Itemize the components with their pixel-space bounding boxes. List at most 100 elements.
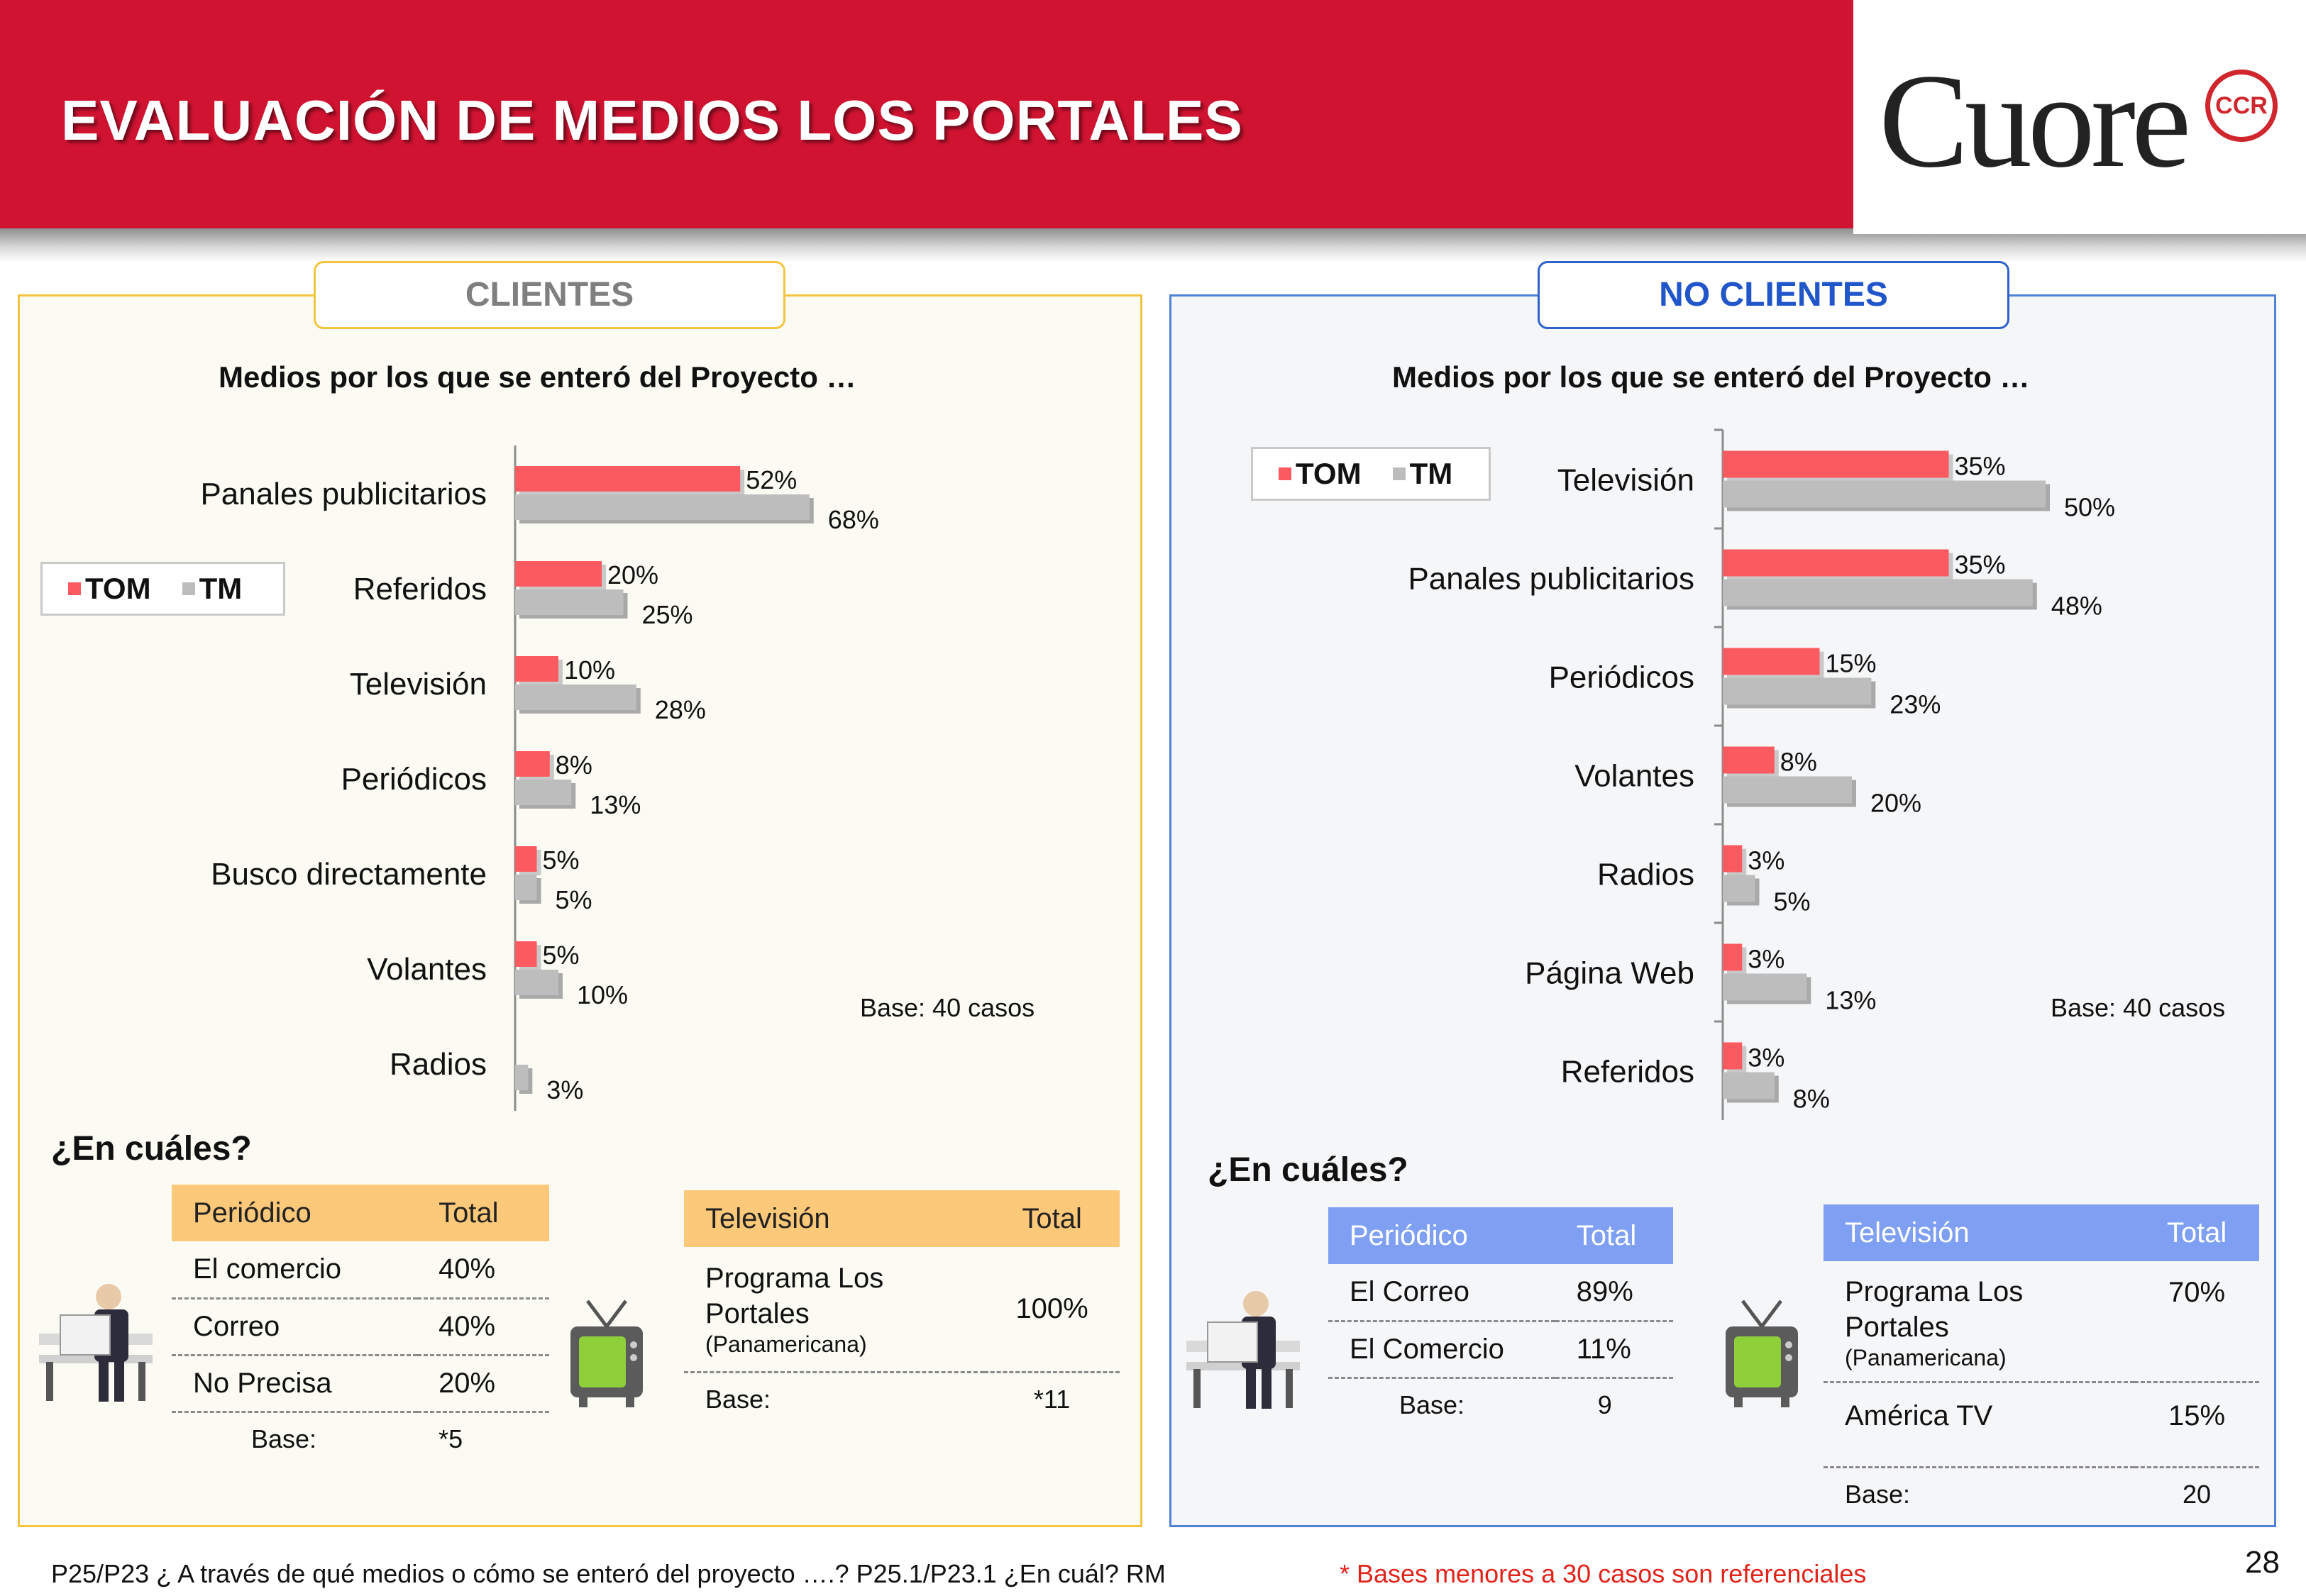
data-label-tom: 35% — [1955, 550, 2006, 580]
data-label-tom: 5% — [543, 941, 580, 970]
data-label-tm: 48% — [2051, 592, 2102, 621]
table-row: América TV 15% — [1824, 1382, 2259, 1468]
base-value: 20 — [2183, 1479, 2212, 1509]
legend-no-clientes: TOM TM — [1251, 447, 1491, 501]
bar-tom — [1723, 648, 1820, 675]
legend-label-tom: TOM — [1296, 457, 1362, 490]
page-title: EVALUACIÓN DE MEDIOS LOS PORTALES — [61, 89, 1243, 152]
category-label: Radios — [390, 1047, 487, 1082]
data-label-tm: 20% — [1870, 789, 1921, 818]
data-label-tom: 8% — [1780, 748, 1817, 777]
cell-value: 40% — [417, 1241, 549, 1299]
data-label-tom: 8% — [556, 750, 592, 780]
category-label: Volantes — [367, 952, 487, 987]
data-label-tm: 3% — [546, 1075, 583, 1104]
bar-tom — [515, 466, 741, 492]
legend-item-tom: TOM — [1279, 457, 1362, 491]
tab-clientes: CLIENTES — [314, 261, 785, 329]
cell-value: 70% — [2134, 1261, 2259, 1383]
bar-tm — [515, 780, 572, 805]
data-label-tm: 28% — [655, 695, 706, 724]
bar-tm — [1723, 1072, 1775, 1099]
base-label: Base: — [1845, 1479, 1911, 1509]
cell-name: Correo — [172, 1298, 418, 1356]
bar-tom — [1723, 746, 1775, 774]
data-label-tm: 5% — [1774, 887, 1811, 916]
header-banner — [0, 0, 1853, 228]
category-label: Referidos — [353, 572, 487, 606]
base-label: Base: — [1399, 1390, 1465, 1419]
category-label: Televisión — [1557, 463, 1694, 498]
category-label: Panales publicitarios — [200, 477, 487, 511]
base-note-no-clientes: Base: 40 casos — [2051, 993, 2226, 1022]
col-header: Periódico — [1328, 1207, 1555, 1264]
data-label-tom: 52% — [746, 465, 797, 494]
legend-swatch-tom — [1279, 467, 1291, 480]
legend-label-tom: TOM — [85, 572, 151, 605]
cell-name: El Correo — [1328, 1264, 1555, 1322]
col-header: Televisión — [684, 1190, 985, 1247]
table-row: El Correo 89% — [1328, 1264, 1673, 1322]
cell-value: 40% — [417, 1298, 549, 1356]
data-label-tm: 5% — [556, 885, 592, 914]
bar-tom — [515, 751, 550, 777]
category-label: Televisión — [350, 667, 487, 702]
legend-item-tm: TM — [1392, 457, 1452, 491]
table-base-row: Base: 9 — [1328, 1378, 1673, 1431]
category-label: Referidos — [1561, 1055, 1694, 1090]
page-number: 28 — [2245, 1545, 2280, 1580]
bar-tom — [1723, 845, 1743, 872]
logo-seal: CCR — [2205, 70, 2278, 142]
en-cuales-heading-clientes: ¿En cuáles? — [51, 1130, 252, 1168]
base-value: *5 — [438, 1424, 463, 1453]
bar-tm — [515, 589, 624, 615]
data-label-tm: 8% — [1793, 1085, 1830, 1114]
data-label-tm: 68% — [828, 505, 879, 534]
col-header: Total — [417, 1185, 549, 1241]
footer-question: P25/P23 ¿ A través de qué medios o cómo … — [51, 1559, 1166, 1588]
data-label-tom: 3% — [1748, 1043, 1784, 1073]
table-base-row: Base: *11 — [684, 1372, 1120, 1426]
legend-swatch-tm — [1392, 467, 1406, 480]
data-label-tom: 5% — [543, 846, 580, 875]
col-header: Total — [2134, 1204, 2259, 1261]
bar-tm — [515, 875, 537, 900]
data-label-tm: 10% — [577, 980, 628, 1009]
data-label-tm: 23% — [1890, 690, 1941, 719]
table-base-row: Base: 20 — [1824, 1467, 2259, 1521]
newspaper-reader-icon — [1186, 1291, 1300, 1409]
col-header: Periódico — [172, 1185, 418, 1241]
legend-item-tm: TM — [182, 572, 242, 606]
bar-tm — [515, 685, 636, 710]
bar-tm — [1723, 579, 2033, 606]
base-value: 9 — [1597, 1390, 1612, 1419]
footer-note: * Bases menores a 30 casos son referenci… — [1340, 1559, 1867, 1588]
tab-no-clientes: NO CLIENTES — [1538, 261, 2009, 329]
bar-tom — [515, 846, 537, 872]
table-row: Programa Los Portales (Panamericana) 70% — [1824, 1261, 2259, 1383]
bar-tom — [1723, 549, 1949, 577]
base-note-clientes: Base: 40 casos — [860, 993, 1035, 1022]
logo-text: Cuore — [1879, 47, 2191, 196]
table-row: Programa Los Portales (Panamericana) 100% — [684, 1247, 1120, 1373]
cell-name: El Comercio — [1328, 1321, 1555, 1379]
legend-swatch-tm — [182, 582, 195, 595]
data-label-tm: 25% — [642, 600, 693, 629]
data-label-tom: 3% — [1748, 945, 1784, 974]
bar-tom — [1723, 1042, 1743, 1070]
legend-clientes: TOM TM — [40, 562, 285, 616]
category-label: Volantes — [1574, 759, 1694, 794]
table-row: Correo 40% — [172, 1298, 549, 1356]
chart-title-clientes: Medios por los que se enteró del Proyect… — [219, 360, 856, 394]
bar-tm — [1723, 677, 1872, 705]
television-table-no-clientes: Televisión Total Programa Los Portales (Pa… — [1824, 1204, 2259, 1521]
bar-tom — [515, 656, 558, 682]
col-header: Televisión — [1824, 1204, 2135, 1261]
bar-tom — [1723, 450, 1949, 478]
bar-tm — [515, 494, 810, 520]
television-icon — [1726, 1299, 1798, 1407]
category-label: Periódicos — [1549, 660, 1694, 695]
row-label: Programa Los Portales — [705, 1262, 884, 1329]
